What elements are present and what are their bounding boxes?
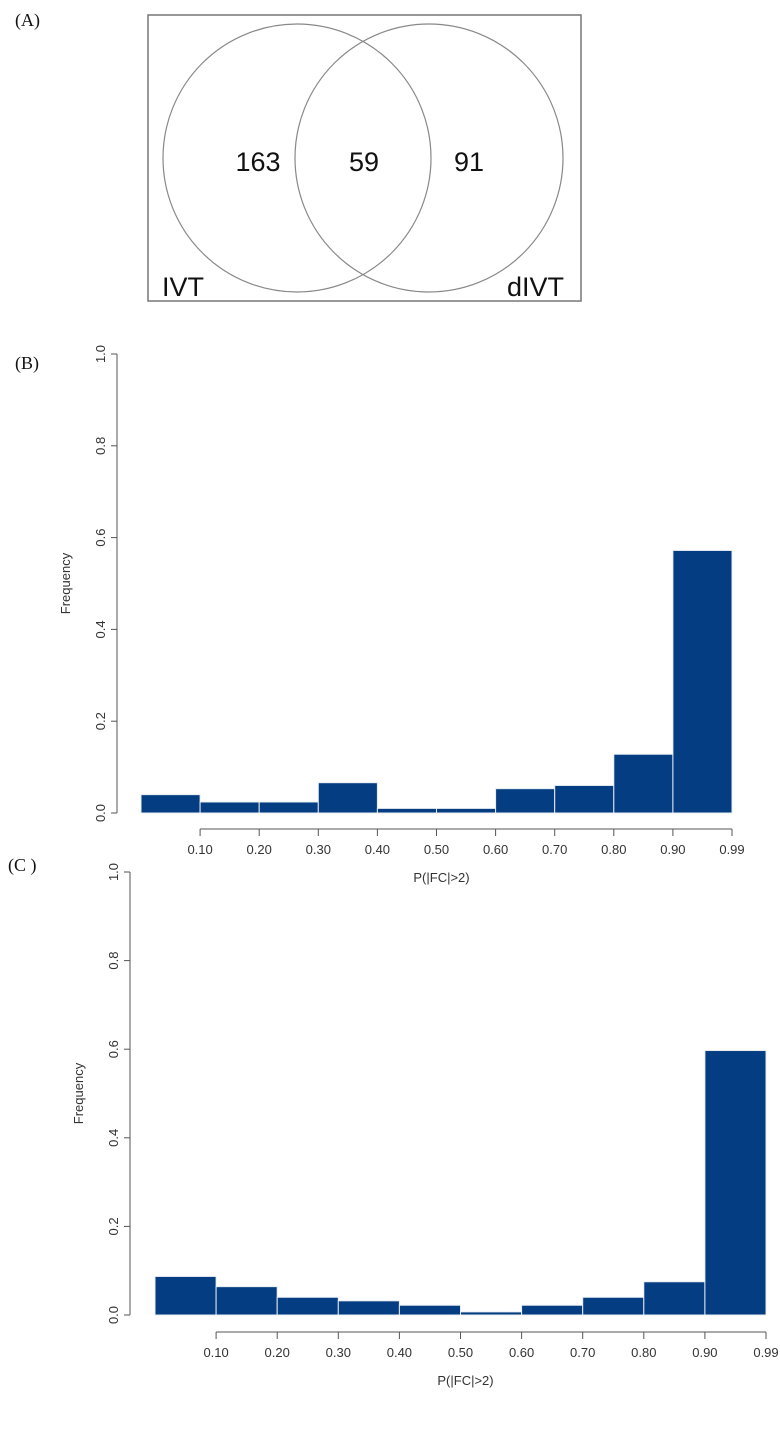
- panel-b-label: (B): [15, 353, 39, 373]
- x-tick-label: 0.60: [509, 1345, 534, 1360]
- x-axis-title: P(|FC|>2): [413, 870, 469, 885]
- venn-value-intersection: 59: [349, 147, 379, 177]
- venn-frame: [147, 14, 582, 302]
- x-tick-label: 0.99: [753, 1345, 778, 1360]
- x-tick-label: 0.60: [483, 842, 508, 857]
- y-tick-label: 0.2: [106, 1217, 121, 1235]
- histogram-bar: [154, 1275, 217, 1316]
- y-tick-label: 0.8: [106, 952, 121, 970]
- x-tick-label: 0.90: [660, 842, 685, 857]
- venn-circle-ivt: [162, 23, 432, 293]
- y-tick-label: 0.0: [93, 804, 108, 822]
- y-tick-label: 0.6: [93, 529, 108, 547]
- x-axis-title: P(|FC|>2): [437, 1373, 493, 1388]
- venn-value-ivt-only: 163: [235, 147, 280, 177]
- x-tick-label: 0.90: [692, 1345, 717, 1360]
- histogram-bar: [672, 549, 733, 814]
- x-tick-label: 0.20: [265, 1345, 290, 1360]
- x-tick-label: 0.10: [187, 842, 212, 857]
- venn-set-label-divt: dIVT: [507, 272, 564, 302]
- histogram-bar: [215, 1286, 278, 1316]
- histogram-bar: [704, 1050, 767, 1316]
- histogram-bar: [521, 1304, 584, 1316]
- histogram-bar: [613, 753, 674, 814]
- y-tick-label: 0.8: [93, 437, 108, 455]
- histogram-bar: [582, 1296, 645, 1316]
- y-tick-label: 0.6: [106, 1040, 121, 1058]
- y-axis-title: Frequency: [58, 552, 73, 614]
- venn-diagram: 163 59 91 IVT dIVT: [147, 14, 582, 302]
- histogram-bar: [376, 807, 437, 814]
- histogram-bar: [398, 1304, 461, 1316]
- histogram-bar: [460, 1311, 523, 1316]
- venn-set-label-ivt: IVT: [162, 272, 204, 302]
- x-tick-label: 0.50: [448, 1345, 473, 1360]
- y-tick-label: 0.4: [93, 620, 108, 638]
- y-tick-label: 1.0: [106, 863, 121, 881]
- y-tick-label: 1.0: [93, 345, 108, 363]
- x-tick-label: 0.10: [203, 1345, 228, 1360]
- histogram-bar: [643, 1281, 706, 1316]
- x-tick-label: 0.99: [719, 842, 744, 857]
- panel-a-label: (A): [15, 10, 40, 30]
- histogram-bar: [317, 782, 378, 814]
- venn-value-divt-only: 91: [454, 147, 484, 177]
- histogram-bar: [258, 801, 319, 814]
- x-tick-label: 0.70: [542, 842, 567, 857]
- panel-c-label: (C ): [8, 855, 37, 875]
- histogram-bar: [495, 788, 556, 814]
- x-tick-label: 0.80: [601, 842, 626, 857]
- x-tick-label: 0.40: [365, 842, 390, 857]
- y-tick-label: 0.0: [106, 1306, 121, 1324]
- y-tick-label: 0.2: [93, 712, 108, 730]
- histogram-c: 0.0 0.2 0.4 0.6 0.8 1.0 0.10 0.20 0.30 0.40 0.50 0.…: [71, 863, 779, 1388]
- x-tick-label: 0.50: [424, 842, 449, 857]
- histogram-bar: [554, 784, 615, 814]
- histogram-bar: [140, 794, 201, 814]
- histogram-b: 0.0 0.2 0.4 0.6 0.8 1.0 0.10 0.20 0.30 0.40 0.50 0.…: [58, 345, 745, 885]
- y-tick-label: 0.4: [106, 1129, 121, 1147]
- histogram-bar: [276, 1296, 339, 1316]
- x-tick-label: 0.80: [631, 1345, 656, 1360]
- histogram-bar: [199, 801, 260, 814]
- x-tick-label: 0.20: [247, 842, 272, 857]
- venn-circle-divt: [294, 23, 564, 293]
- histogram-bar: [436, 807, 497, 814]
- histogram-bar: [337, 1300, 400, 1316]
- x-tick-label: 0.30: [326, 1345, 351, 1360]
- x-tick-label: 0.40: [387, 1345, 412, 1360]
- x-tick-label: 0.30: [306, 842, 331, 857]
- y-axis-title: Frequency: [71, 1062, 86, 1124]
- x-tick-label: 0.70: [570, 1345, 595, 1360]
